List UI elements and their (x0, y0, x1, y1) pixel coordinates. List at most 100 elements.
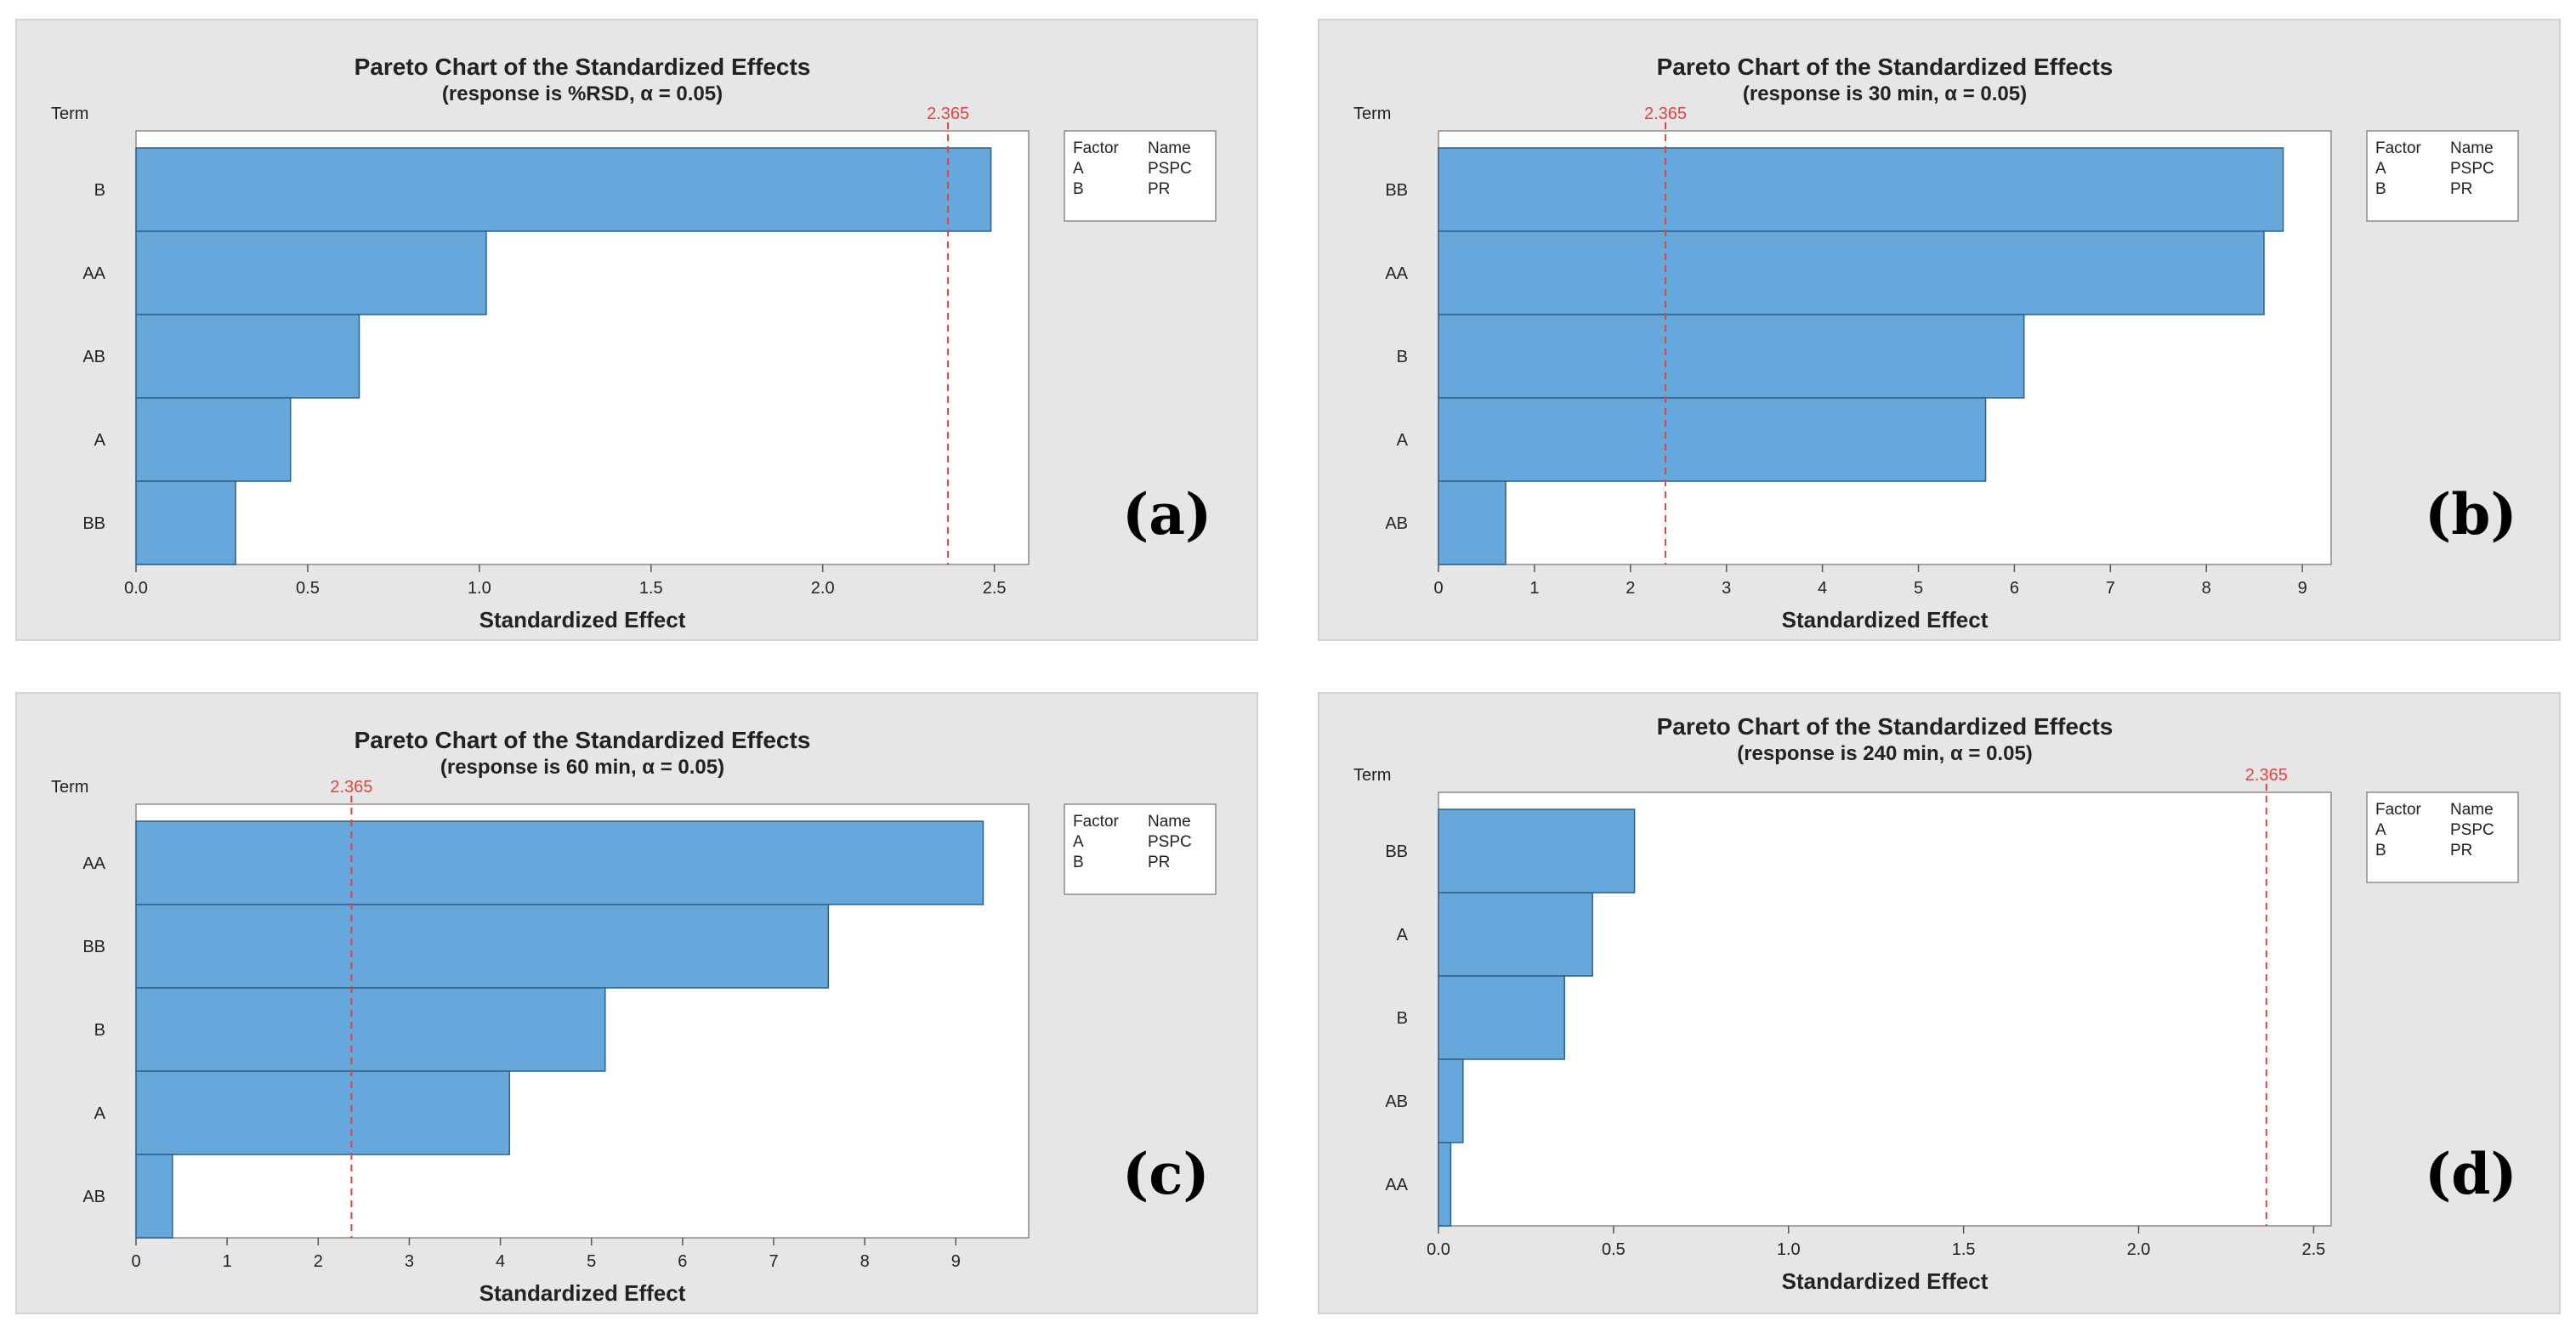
panel-letter-c: (c) (1122, 1141, 1210, 1207)
chart-subtitle: (response is %RSD, α = 0.05) (442, 82, 723, 105)
bar-A (1438, 397, 1987, 482)
y-axis-label: Term (1353, 766, 1391, 785)
x-axis-label: Standardized Effect (479, 1280, 686, 1306)
y-axis-label: Term (51, 105, 88, 123)
category-label-BB: BB (82, 514, 105, 533)
bar-A (135, 1070, 511, 1155)
category-label-A: A (94, 1104, 106, 1123)
category-label-AA: AA (82, 854, 105, 873)
legend-cell: B (2375, 180, 2386, 198)
category-label-AA: AA (1385, 1176, 1408, 1194)
chart-panel-d: Pareto Chart of the Standardized Effects… (1318, 692, 2561, 1314)
chart-title: Pareto Chart of the Standardized Effects (355, 54, 811, 80)
chart-subtitle: (response is 30 min, α = 0.05) (1743, 82, 2027, 105)
x-tick-label: 1.5 (639, 579, 663, 598)
legend-cell: A (1073, 833, 1084, 851)
reference-label: 2.365 (1644, 105, 1687, 123)
y-axis-label: Term (1353, 105, 1391, 123)
x-tick-label: 0 (131, 1252, 140, 1271)
bar-AB (135, 314, 360, 399)
bar-BB (1438, 808, 1636, 893)
chart-title: Pareto Chart of the Standardized Effects (1657, 713, 2114, 740)
category-label-AB: AB (1385, 1092, 1408, 1111)
legend-box (1064, 130, 1217, 222)
pareto-chart-a: Pareto Chart of the Standardized Effects… (51, 54, 1217, 632)
category-label-BB: BB (1385, 181, 1408, 200)
x-tick-label: 0.5 (296, 579, 320, 598)
legend-cell: PR (1148, 180, 1170, 198)
reference-label: 2.365 (927, 105, 969, 123)
legend-cell: A (2375, 821, 2386, 839)
legend-cell: PR (2450, 842, 2472, 859)
legend-header: Name (1148, 813, 1191, 831)
category-label-B: B (94, 181, 105, 200)
chart-title: Pareto Chart of the Standardized Effects (355, 727, 811, 753)
bar-B (135, 987, 606, 1072)
x-tick-label: 6 (678, 1252, 687, 1271)
bar-AB (1438, 1058, 1464, 1143)
legend-cell: A (2375, 160, 2386, 178)
x-tick-label: 8 (860, 1252, 870, 1271)
x-tick-label: 1.0 (1777, 1240, 1801, 1259)
pareto-chart-b: Pareto Chart of the Standardized Effects… (1353, 54, 2519, 632)
legend-cell: B (1073, 854, 1084, 871)
category-label-AB: AB (1385, 514, 1408, 533)
x-tick-label: 9 (2298, 579, 2307, 598)
legend-cell: PSPC (1148, 833, 1192, 851)
bar-B (1438, 975, 1565, 1060)
bar-AA (135, 820, 984, 905)
bar-BB (1438, 147, 2284, 232)
x-tick-label: 3 (1722, 579, 1731, 598)
x-tick-label: 0.5 (1602, 1240, 1626, 1259)
legend-header: Factor (1073, 813, 1120, 831)
chart-subtitle: (response is 240 min, α = 0.05) (1737, 742, 2033, 765)
pareto-chart-c: Pareto Chart of the Standardized Effects… (51, 727, 1217, 1306)
legend-header: Factor (1073, 139, 1120, 157)
category-label-A: A (1397, 926, 1409, 944)
chart-title: Pareto Chart of the Standardized Effects (1657, 54, 2114, 80)
x-tick-label: 5 (1914, 579, 1923, 598)
x-tick-label: 2.0 (811, 579, 835, 598)
bar-AA (135, 230, 487, 315)
x-axis-label: Standardized Effect (479, 607, 686, 632)
category-label-B: B (1397, 1009, 1408, 1028)
bar-B (1438, 314, 2025, 399)
x-tick-label: 2 (1626, 579, 1635, 598)
legend-box (2366, 130, 2519, 222)
category-label-BB: BB (82, 938, 105, 956)
x-tick-label: 9 (951, 1252, 961, 1271)
bar-BB (135, 480, 236, 565)
x-tick-label: 0.0 (124, 579, 148, 598)
x-tick-label: 3 (405, 1252, 414, 1271)
legend-cell: A (1073, 160, 1084, 178)
x-tick-label: 1.0 (468, 579, 491, 598)
chart-panel-b: Pareto Chart of the Standardized Effects… (1318, 19, 2561, 641)
legend-cell: PSPC (2450, 160, 2494, 178)
legend-cell: PSPC (1148, 160, 1192, 178)
legend-header: Factor (2375, 801, 2422, 819)
x-tick-label: 4 (1818, 579, 1827, 598)
legend-box (1064, 803, 1217, 895)
category-label-AA: AA (1385, 264, 1408, 283)
bar-AB (135, 1154, 173, 1239)
x-tick-label: 2.5 (2302, 1240, 2326, 1259)
category-label-A: A (1397, 431, 1409, 450)
pareto-chart-d: Pareto Chart of the Standardized Effects… (1353, 713, 2519, 1294)
x-tick-label: 1 (223, 1252, 232, 1271)
bar-AA (1438, 230, 2265, 315)
category-label-B: B (1397, 348, 1408, 366)
category-label-AB: AB (82, 348, 105, 366)
y-axis-label: Term (51, 778, 88, 797)
panel-letter-a: (a) (1122, 481, 1212, 547)
x-tick-label: 2 (314, 1252, 323, 1271)
x-tick-label: 1.5 (1952, 1240, 1976, 1259)
chart-panel-c: Pareto Chart of the Standardized Effects… (15, 692, 1258, 1314)
panel-letter-b: (b) (2425, 481, 2517, 547)
chart-panel-a: Pareto Chart of the Standardized Effects… (15, 19, 1258, 641)
x-tick-label: 2.5 (983, 579, 1007, 598)
x-tick-label: 6 (2010, 579, 2019, 598)
legend-cell: B (1073, 180, 1084, 198)
legend-header: Name (2450, 801, 2494, 819)
category-label-B: B (94, 1021, 105, 1040)
bar-A (135, 397, 292, 482)
